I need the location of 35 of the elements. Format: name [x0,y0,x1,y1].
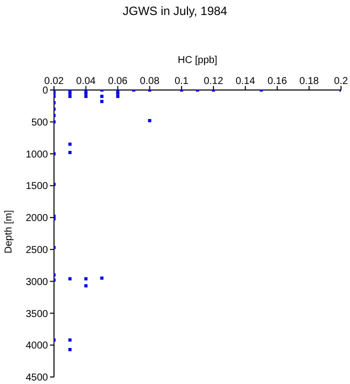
point [84,92,88,95]
y-tick-label: 1000 [26,149,48,160]
point [100,100,104,104]
point [116,94,120,98]
y-tick-label: 4000 [26,340,48,352]
y-tick-label: 3000 [26,276,48,288]
point [68,92,72,95]
y-tick-label: 4500 [26,372,48,384]
y-axis-title: Depth [m] [4,210,15,254]
x-axis-title: HC [ppb] [178,55,218,66]
x-tick-label: 0.14 [236,76,256,87]
point [100,94,104,98]
x-tick-label: 0.1 [174,76,189,87]
y-tick-label: 0 [42,86,48,97]
point [84,284,88,288]
point [84,277,88,280]
x-tick-label: 0.06 [108,76,128,87]
y-tick-label: 500 [31,117,48,128]
point [68,277,72,280]
y-tick-label: 2500 [26,244,48,256]
x-tick-label: 0.02 [44,76,64,87]
point [68,142,72,146]
chart-title: JGWS in July, 1984 [122,4,228,18]
point [148,119,152,122]
y-tick-label: 2000 [26,213,48,224]
x-tick-label: 0.04 [76,76,96,87]
x-tick-label: 0.18 [299,76,320,87]
y-tick-label: 3500 [26,308,48,320]
point [100,276,104,280]
point [116,92,120,95]
x-tick-label: 0.08 [140,76,160,87]
y-tick-label: 1500 [26,181,48,192]
x-tick-label: 0.16 [267,76,288,87]
x-tick-label: 0.2 [334,76,348,87]
x-tick-label: 0.12 [204,76,224,87]
